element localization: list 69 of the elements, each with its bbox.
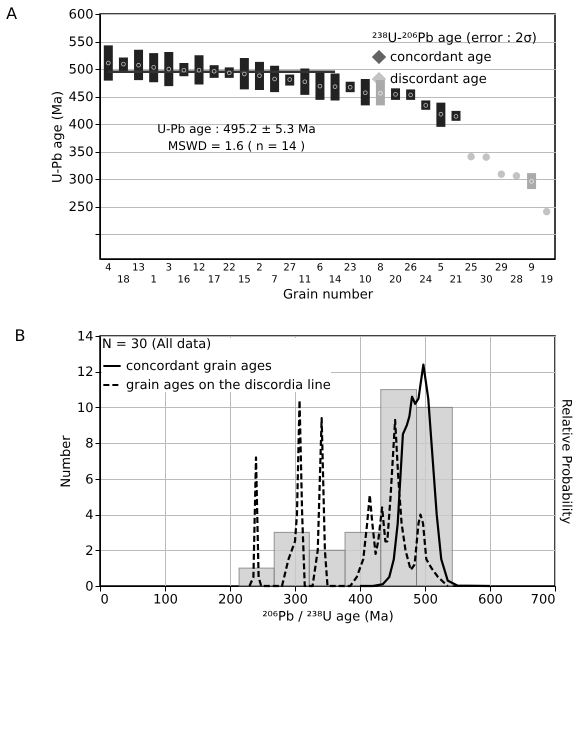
- x-tick-label: 1: [150, 274, 157, 286]
- x-tick-label: 3: [166, 262, 172, 274]
- x-tick-label: 25: [464, 262, 478, 274]
- x-tick-label: 0: [100, 592, 109, 608]
- y-tick-label: 300: [68, 172, 94, 188]
- x-tick-label: 18: [117, 274, 130, 286]
- x-tick-label: 22: [222, 262, 236, 274]
- x-tick-label: 15: [238, 274, 251, 286]
- y-axis-title: U-Pb age (Ma): [50, 90, 66, 184]
- x-tick-label: 10: [358, 274, 372, 286]
- x-tick-label: 27: [283, 262, 296, 274]
- y-tick-label: 400: [68, 118, 94, 133]
- x-tick-label: 12: [192, 262, 206, 274]
- x-tick-label: 100: [153, 592, 178, 608]
- x-tick-label: 14: [328, 274, 342, 286]
- y-tick-label: 14: [76, 330, 94, 344]
- x-tick-label: 30: [480, 274, 493, 286]
- annotation: MSWD = 1.6 ( n = 14 ): [168, 139, 306, 153]
- x-tick-label: 200: [218, 592, 243, 608]
- y-tick-label: 4: [85, 508, 94, 524]
- x-tick-label: 13: [132, 262, 145, 274]
- legend-label: concordant grain ages: [126, 359, 272, 374]
- x-tick-label: 2: [256, 262, 263, 274]
- x-tick-label: 17: [208, 274, 220, 286]
- legend-label: discordant age: [390, 72, 487, 87]
- x-tick-label: 7: [271, 274, 278, 286]
- x-tick-label: 4: [105, 262, 112, 274]
- x-tick-label: 11: [298, 274, 312, 286]
- chart-title: B: [14, 326, 26, 345]
- y2-axis-title: Relative Probability: [558, 398, 574, 524]
- legend-label: concordant age: [390, 50, 492, 65]
- legend-title: ²³⁸U-²⁰⁶Pb age (error : 2σ): [372, 31, 537, 46]
- x-tick-label: 5: [438, 262, 444, 274]
- y-tick-label: 450: [68, 90, 94, 106]
- y-tick-label: 250: [68, 200, 94, 216]
- chart-title: A: [6, 4, 18, 23]
- x-tick-label: 500: [413, 592, 438, 608]
- x-tick-label: 300: [283, 592, 308, 608]
- y-tick-label: 350: [68, 145, 94, 160]
- x-tick-label: 26: [404, 262, 418, 274]
- y-tick-label: 10: [76, 400, 94, 416]
- x-tick-label: 6: [316, 262, 324, 274]
- x-tick-label: 21: [450, 274, 462, 286]
- x-tick-label: 19: [540, 274, 554, 286]
- x-tick-label: 9: [528, 262, 535, 274]
- y-tick-label: 550: [68, 35, 94, 50]
- x-tick-label: 400: [348, 592, 373, 608]
- y-tick-label: 8: [85, 436, 94, 452]
- y-tick-label: 6: [85, 472, 94, 488]
- y-tick-label: 2: [85, 544, 94, 559]
- x-tick-label: 24: [419, 274, 432, 286]
- y-tick-label: 500: [68, 62, 94, 78]
- x-tick-label: 16: [178, 274, 190, 286]
- x-tick-label: 20: [389, 274, 402, 286]
- x-tick-label: 29: [494, 262, 508, 274]
- y-tick-label: 12: [76, 365, 94, 380]
- y-tick-label: 600: [68, 8, 94, 22]
- x-tick-label: 28: [510, 274, 523, 286]
- x-axis-title: ²⁰⁶Pb / ²³⁸U age (Ma): [262, 610, 394, 624]
- x-tick-label: 700: [530, 592, 556, 608]
- legend-label: grain ages on the discordia line: [126, 378, 331, 393]
- annotation: U-Pb age : 495.2 ± 5.3 Ma: [157, 122, 316, 136]
- y-axis-title: Number: [58, 434, 74, 488]
- x-axis-title: Grain number: [282, 288, 374, 302]
- legend-title: N = 30 (All data): [102, 337, 212, 352]
- x-tick-label: 600: [478, 592, 503, 608]
- y-tick-label: 0: [85, 580, 94, 594]
- x-tick-label: 23: [344, 262, 357, 274]
- x-tick-label: 8: [377, 262, 384, 274]
